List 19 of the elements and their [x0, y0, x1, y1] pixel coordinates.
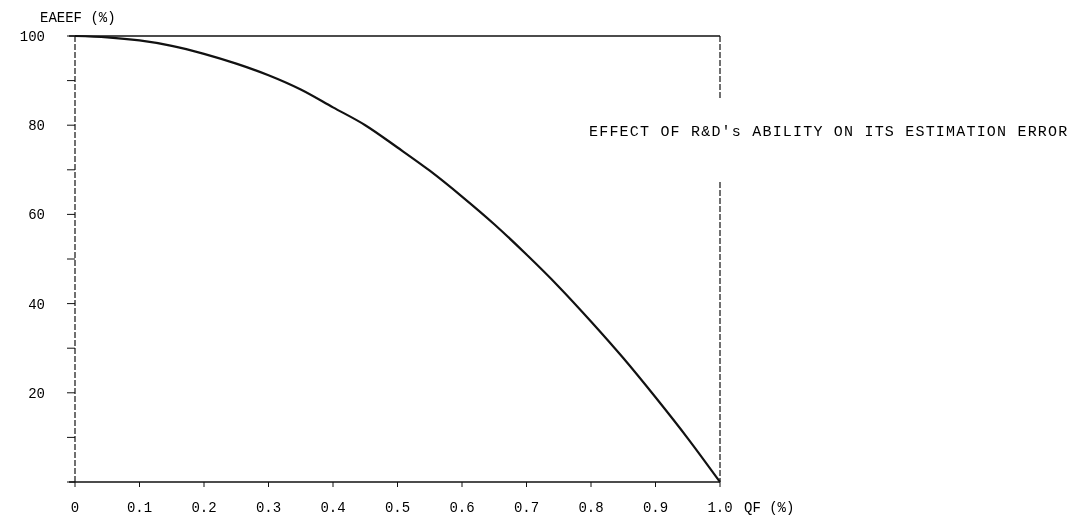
- x-tick-label: 0.4: [320, 500, 346, 516]
- y-tick-label: 100: [19, 28, 45, 45]
- x-tick-label: 0.5: [384, 500, 411, 516]
- x-tick-label: 0.9: [642, 500, 669, 516]
- y-tick-label: 60: [28, 207, 45, 224]
- x-tick-label: 0.2: [191, 500, 217, 516]
- x-tick-label: 0.7: [513, 500, 540, 516]
- y-tick-label: 80: [28, 118, 45, 135]
- annotation: EFFECT OF R&D's ABILITY ON ITS ESTIMATION ERROR: [589, 124, 1069, 141]
- x-tick-label: 0.6: [449, 500, 475, 516]
- y-axis-title: EAEEF (%): [40, 10, 116, 26]
- x-tick-label: 0.3: [255, 500, 282, 516]
- y-tick-label: 20: [28, 385, 45, 402]
- y-tick-label: 40: [28, 296, 45, 313]
- x-tick-label: 0: [70, 500, 80, 516]
- x-axis-title: QF (%): [744, 500, 795, 516]
- x-tick-label: 0.8: [578, 500, 604, 516]
- x-tick-label: 0.1: [126, 500, 153, 516]
- text: 1.0: [707, 500, 733, 516]
